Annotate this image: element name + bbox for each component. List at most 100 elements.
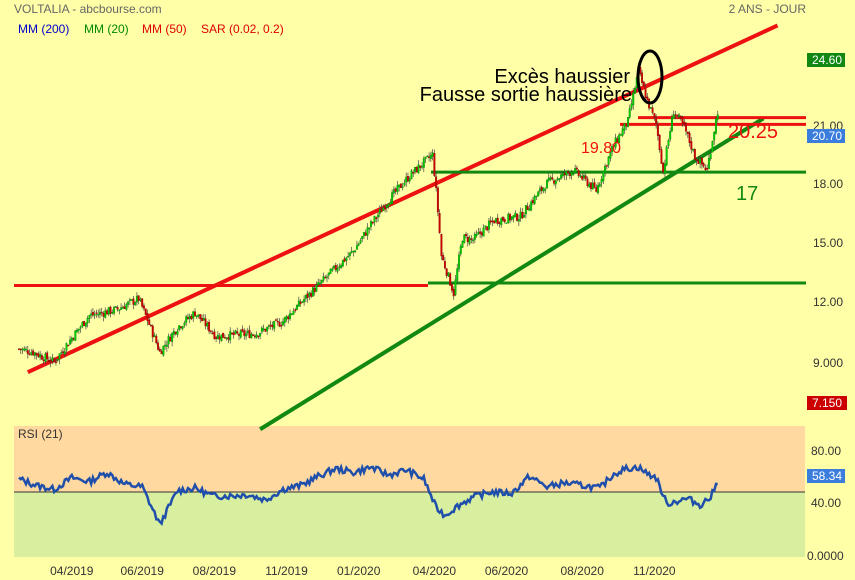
candle <box>558 177 561 183</box>
candle <box>575 165 578 172</box>
candle <box>405 172 408 187</box>
candle <box>236 327 239 335</box>
candle <box>410 168 413 180</box>
price-last-label: 20.70 <box>812 129 842 143</box>
rsi-tick-80: 80.00 <box>811 444 841 458</box>
candle <box>535 195 538 201</box>
candle <box>84 322 87 330</box>
candle <box>553 178 555 186</box>
candle <box>498 220 501 228</box>
candle <box>55 358 57 366</box>
candle <box>502 216 504 222</box>
candle <box>429 151 432 162</box>
legend-mm50[interactable]: MM (50) <box>142 22 187 36</box>
price-high-badge <box>807 53 845 67</box>
candle <box>310 290 313 299</box>
candle <box>23 346 26 352</box>
candle <box>539 185 541 195</box>
rsi-line <box>18 463 718 526</box>
candle <box>90 309 93 319</box>
candle <box>526 202 529 211</box>
candle <box>150 324 152 327</box>
candle <box>475 230 478 238</box>
candle <box>590 182 592 192</box>
candle <box>88 314 91 323</box>
candle <box>549 175 552 182</box>
candle <box>428 152 431 162</box>
candle <box>178 325 181 332</box>
legend-sar[interactable]: SAR (0.02, 0.2) <box>201 22 284 36</box>
candle <box>132 295 135 310</box>
candle <box>605 164 608 170</box>
candle <box>322 272 325 283</box>
candle <box>348 252 351 261</box>
candle <box>252 333 255 336</box>
ytick-9: 9.000 <box>813 356 843 370</box>
candle <box>139 297 142 303</box>
candle <box>382 204 385 211</box>
candle <box>401 182 404 191</box>
candle <box>60 349 63 355</box>
candle <box>510 216 513 222</box>
candle <box>385 204 388 213</box>
candle <box>378 205 381 218</box>
candle <box>414 166 416 175</box>
candle <box>412 169 415 178</box>
legend-mm200[interactable]: MM (200) <box>18 22 69 36</box>
candle <box>53 357 56 364</box>
candle <box>63 347 66 358</box>
candle <box>709 150 712 161</box>
candle <box>656 120 659 141</box>
rsi-tick-0: 0.0000 <box>807 549 844 563</box>
candle <box>290 313 293 316</box>
candle <box>287 314 290 324</box>
candle <box>294 307 297 313</box>
candle <box>19 348 22 355</box>
candle <box>403 179 406 187</box>
candle <box>79 325 82 333</box>
candle <box>209 330 212 334</box>
candle <box>514 210 517 218</box>
candle <box>345 256 348 266</box>
candle <box>113 305 115 316</box>
candle <box>331 266 334 272</box>
candle <box>306 290 309 303</box>
candle <box>614 133 617 150</box>
candle <box>58 353 61 365</box>
candle <box>396 180 399 195</box>
candle <box>253 334 256 339</box>
candle <box>238 332 240 341</box>
candle <box>715 116 717 135</box>
annotation-19-80: 19.80 <box>581 140 621 157</box>
candle <box>567 169 570 176</box>
candle <box>442 252 445 261</box>
candle <box>463 234 466 244</box>
candle <box>699 155 702 169</box>
candle <box>583 172 585 181</box>
candle <box>42 356 45 365</box>
candle <box>343 256 346 263</box>
candle <box>148 317 151 326</box>
candle <box>595 184 598 193</box>
annotation-fausse-sortie: Fausse sortie haussière <box>420 84 632 106</box>
candle <box>91 307 94 318</box>
candle <box>51 353 54 365</box>
candle <box>392 186 395 198</box>
candle <box>598 182 601 188</box>
candle <box>713 131 716 145</box>
candle <box>415 166 418 173</box>
annotation-circle <box>636 49 664 105</box>
candle <box>361 235 364 243</box>
candle <box>44 351 47 365</box>
candle <box>49 356 52 368</box>
candle <box>188 313 191 324</box>
candle <box>123 302 126 309</box>
candle <box>611 143 614 156</box>
candle <box>690 136 693 154</box>
legend-mm20[interactable]: MM (20) <box>84 22 129 36</box>
candle <box>181 325 184 331</box>
candle <box>172 327 175 339</box>
candle <box>326 274 328 283</box>
candle <box>135 292 138 306</box>
candle <box>584 173 587 182</box>
